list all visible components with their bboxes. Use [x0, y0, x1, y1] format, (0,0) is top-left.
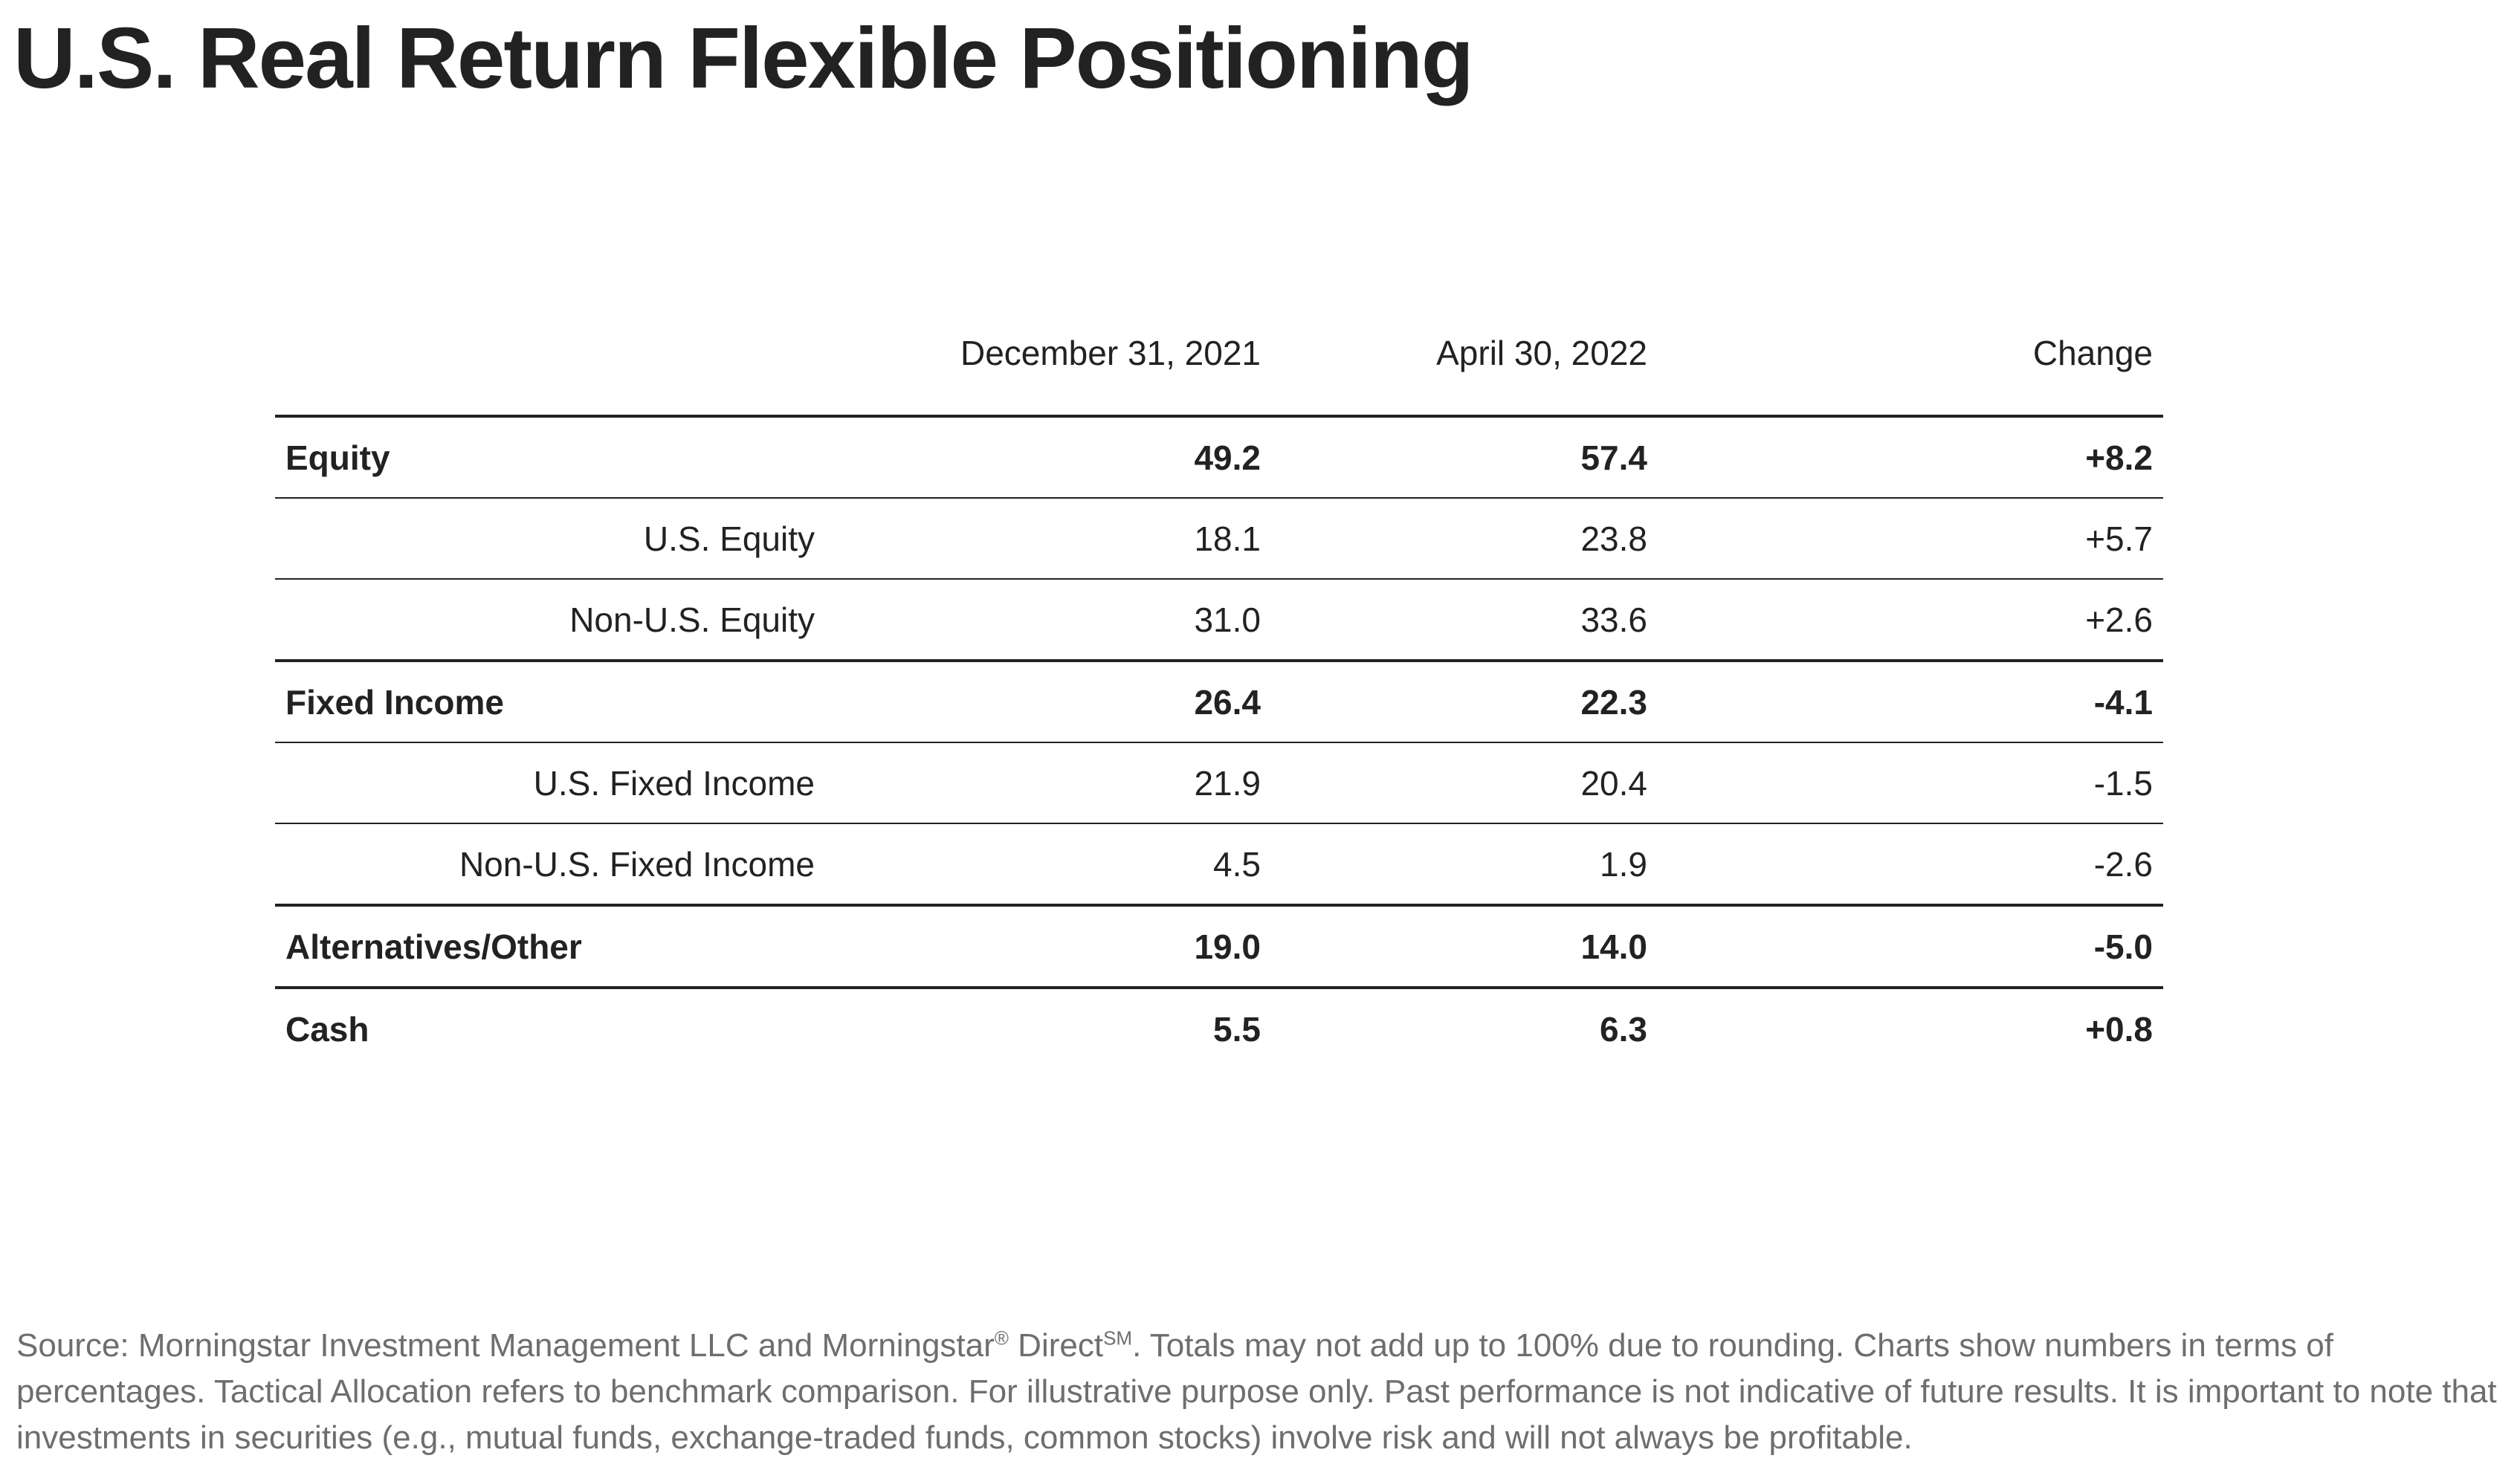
source-note: Source: Morningstar Investment Managemen… — [16, 1323, 2514, 1461]
value-april-2022: 1.9 — [1600, 844, 1647, 884]
table-row: U.S. Fixed Income 21.9 20.4 -1.5 — [275, 742, 2163, 823]
value-december-2021: 18.1 — [1194, 519, 1261, 558]
table-body: Equity 49.2 57.4 +8.2 U.S. Equity 18.1 23.8 +5.… — [275, 416, 2163, 1069]
value-change: +0.8 — [2085, 1009, 2153, 1049]
value-april-2022: 20.4 — [1580, 763, 1647, 803]
row-label: Non-U.S. Fixed Income — [459, 844, 815, 884]
table-row: Fixed Income 26.4 22.3 -4.1 — [275, 661, 2163, 742]
row-label: Cash — [285, 1009, 369, 1049]
value-december-2021: 19.0 — [1194, 927, 1261, 966]
row-label: Non-U.S. Equity — [569, 600, 815, 639]
value-change: +5.7 — [2085, 519, 2153, 558]
value-change: +2.6 — [2085, 600, 2153, 639]
column-header-december-2021: December 31, 2021 — [960, 334, 1261, 372]
value-april-2022: 22.3 — [1580, 682, 1647, 722]
column-header-april-2022: April 30, 2022 — [1436, 334, 1647, 372]
value-december-2021: 26.4 — [1194, 682, 1261, 722]
table-row: Non-U.S. Fixed Income 4.5 1.9 -2.6 — [275, 823, 2163, 905]
positioning-table-container: December 31, 2021 April 30, 2022 Change … — [275, 312, 2163, 1069]
table-row: Non-U.S. Equity 31.0 33.6 +2.6 — [275, 579, 2163, 661]
row-label: Equity — [285, 438, 390, 477]
table-row: Alternatives/Other 19.0 14.0 -5.0 — [275, 905, 2163, 988]
service-mark: SM — [1103, 1327, 1133, 1350]
source-text-part1: Source: Morningstar Investment Managemen… — [16, 1327, 995, 1364]
table-row: U.S. Equity 18.1 23.8 +5.7 — [275, 498, 2163, 579]
value-change: -1.5 — [2093, 763, 2153, 803]
value-december-2021: 21.9 — [1194, 763, 1261, 803]
value-change: -2.6 — [2093, 844, 2153, 884]
value-april-2022: 33.6 — [1580, 600, 1647, 639]
value-change: -5.0 — [2093, 927, 2153, 966]
page-title: U.S. Real Return Flexible Positioning — [13, 10, 1474, 106]
table-row: Cash 5.5 6.3 +0.8 — [275, 988, 2163, 1069]
value-change: -4.1 — [2093, 682, 2153, 722]
row-label: Alternatives/Other — [285, 927, 582, 966]
registered-mark: ® — [994, 1327, 1009, 1350]
column-header-change: Change — [2032, 334, 2153, 372]
value-april-2022: 14.0 — [1580, 927, 1647, 966]
value-april-2022: 23.8 — [1580, 519, 1647, 558]
positioning-table: December 31, 2021 April 30, 2022 Change … — [275, 312, 2163, 1069]
value-change: +8.2 — [2085, 438, 2153, 477]
row-label: U.S. Fixed Income — [533, 763, 815, 803]
row-label: Fixed Income — [285, 682, 504, 722]
value-december-2021: 4.5 — [1213, 844, 1261, 884]
table-header-row: December 31, 2021 April 30, 2022 Change — [275, 312, 2163, 416]
row-label: U.S. Equity — [643, 519, 815, 558]
value-april-2022: 57.4 — [1580, 438, 1647, 477]
value-december-2021: 5.5 — [1213, 1009, 1261, 1049]
value-april-2022: 6.3 — [1600, 1009, 1647, 1049]
source-text-part3: . Totals may not add up to 100% due to r… — [16, 1327, 2497, 1456]
table-row: Equity 49.2 57.4 +8.2 — [275, 416, 2163, 498]
value-december-2021: 31.0 — [1194, 600, 1261, 639]
value-december-2021: 49.2 — [1194, 438, 1261, 477]
column-header-label — [275, 312, 825, 416]
source-text-part2: Direct — [1008, 1327, 1104, 1364]
